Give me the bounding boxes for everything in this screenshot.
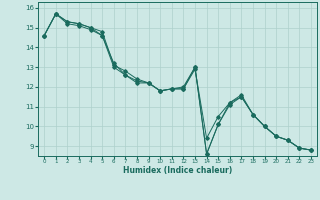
- X-axis label: Humidex (Indice chaleur): Humidex (Indice chaleur): [123, 166, 232, 175]
